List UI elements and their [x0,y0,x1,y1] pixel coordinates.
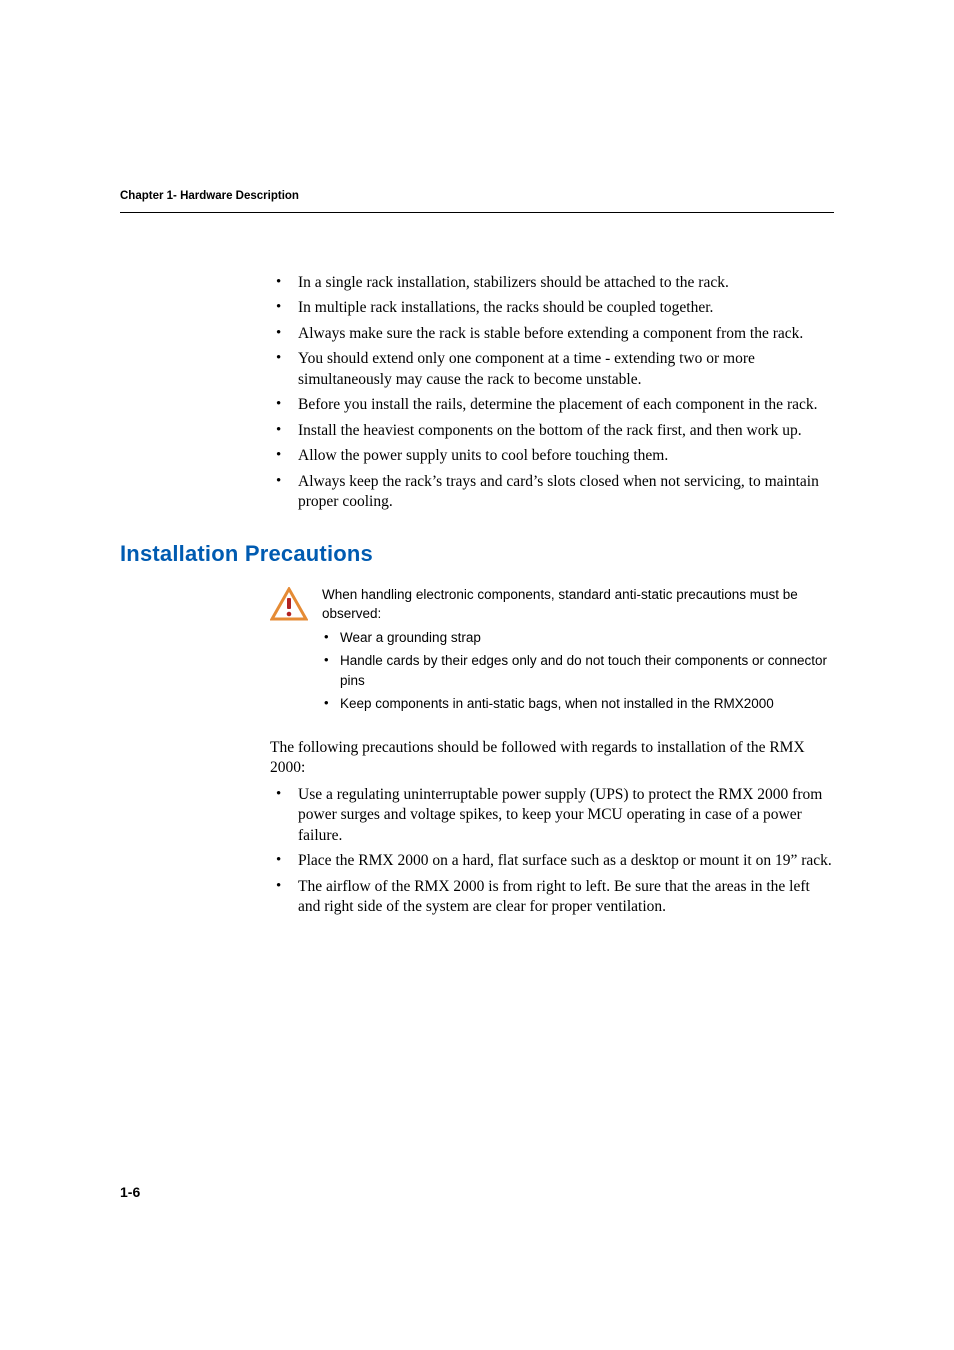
warning-intro: When handling electronic components, sta… [322,585,834,624]
installation-lead: The following precautions should be foll… [270,738,834,779]
list-item: Handle cards by their edges only and do … [322,651,834,690]
warning-icon [270,587,308,626]
installation-precautions-list: Use a regulating uninterruptable power s… [270,785,834,918]
warning-list: Wear a grounding strap Handle cards by t… [322,628,834,714]
list-item: Before you install the rails, determine … [270,395,834,415]
list-item: You should extend only one component at … [270,349,834,390]
list-item: In multiple rack installations, the rack… [270,298,834,318]
header-rule [120,212,834,213]
rack-precautions-list: In a single rack installation, stabilize… [270,273,834,513]
warning-bang-dot [287,611,292,616]
list-item: In a single rack installation, stabilize… [270,273,834,293]
list-item: The airflow of the RMX 2000 is from righ… [270,877,834,918]
rack-precautions-block: In a single rack installation, stabilize… [270,273,834,513]
section-heading-installation-precautions: Installation Precautions [120,541,834,567]
list-item: Allow the power supply units to cool bef… [270,446,834,466]
page: Chapter 1- Hardware Description In a sin… [0,0,954,1350]
list-item: Always make sure the rack is stable befo… [270,324,834,344]
list-item: Use a regulating uninterruptable power s… [270,785,834,846]
list-item: Place the RMX 2000 on a hard, flat surfa… [270,851,834,871]
list-item: Keep components in anti-static bags, whe… [322,694,834,714]
warning-bang-bar [287,598,291,609]
installation-precautions-block: The following precautions should be foll… [270,738,834,918]
warning-note: When handling electronic components, sta… [270,585,834,718]
list-item: Always keep the rack’s trays and card’s … [270,472,834,513]
running-header: Chapter 1- Hardware Description [120,190,834,202]
warning-text: When handling electronic components, sta… [322,585,834,718]
page-number: 1-6 [120,1184,140,1200]
list-item: Wear a grounding strap [322,628,834,648]
list-item: Install the heaviest components on the b… [270,421,834,441]
